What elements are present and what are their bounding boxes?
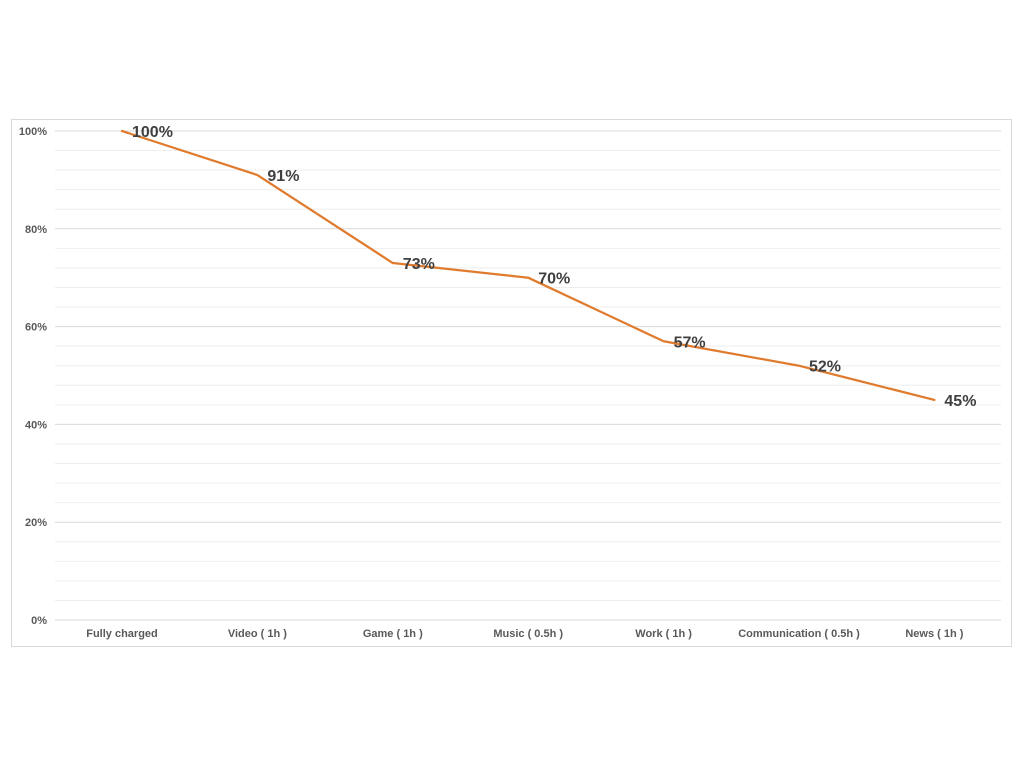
y-tick-label: 20% — [25, 517, 47, 529]
data-label: 57% — [674, 334, 706, 351]
y-tick-label: 80% — [25, 224, 47, 236]
x-tick-label: Fully charged — [86, 628, 158, 640]
data-label: 73% — [403, 256, 435, 273]
y-tick-label: 60% — [25, 322, 47, 334]
data-label: 45% — [944, 393, 976, 410]
y-tick-label: 0% — [31, 615, 47, 627]
data-label: 70% — [538, 271, 570, 288]
data-label: 91% — [267, 168, 299, 185]
data-label: 100% — [132, 124, 173, 141]
y-tick-label: 100% — [19, 126, 47, 138]
minor-gridlines — [55, 150, 1001, 601]
x-tick-label: Work ( 1h ) — [635, 628, 692, 640]
series-line-group — [120, 129, 936, 402]
x-tick-label: Communication ( 0.5h ) — [738, 628, 860, 640]
y-axis-tick-labels: 0% 20% 40% 60% 80% 100% — [19, 126, 47, 627]
x-tick-label: News ( 1h ) — [905, 628, 963, 640]
data-label: 52% — [809, 359, 841, 376]
x-axis-tick-labels: Fully charged Video ( 1h ) Game ( 1h ) Musi… — [86, 628, 964, 640]
y-tick-label: 40% — [25, 419, 47, 431]
series-line — [120, 129, 936, 402]
major-gridlines — [55, 130, 1001, 621]
chart-area — [11, 119, 1012, 647]
x-tick-label: Music ( 0.5h ) — [493, 628, 563, 640]
data-labels: 100% 91% 73% 70% 57% 52% 45% — [132, 124, 976, 410]
x-tick-label: Game ( 1h ) — [363, 628, 423, 640]
x-tick-label: Video ( 1h ) — [228, 628, 287, 640]
